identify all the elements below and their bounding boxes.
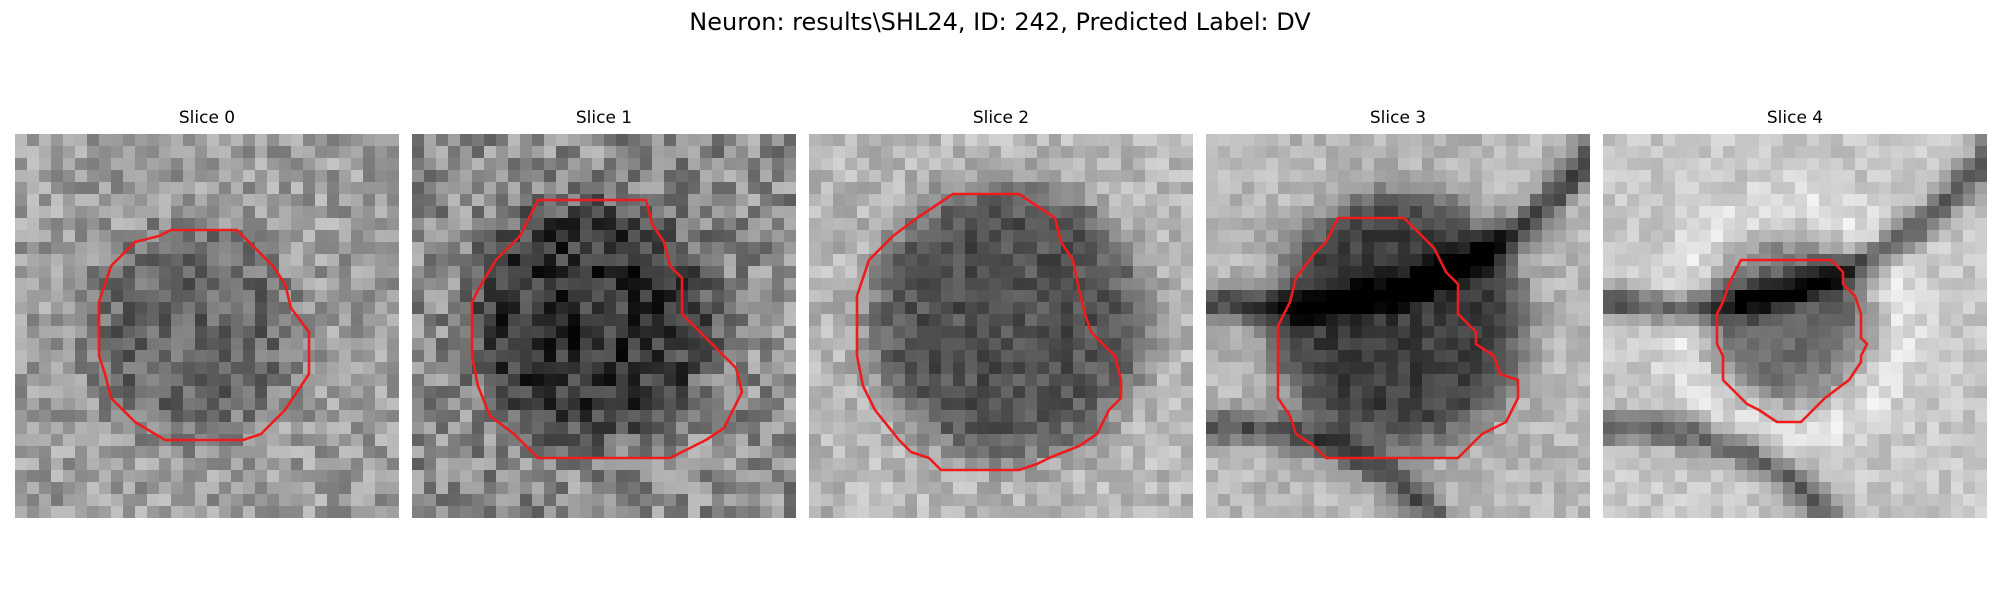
slice-title-1: Slice 1 xyxy=(575,108,633,128)
roi-contour-2 xyxy=(855,192,1123,472)
slice-image-2 xyxy=(809,134,1193,518)
slice-image-0 xyxy=(15,134,399,518)
figure-title: Neuron: results\SHL24, ID: 242, Predicte… xyxy=(689,8,1311,36)
roi-contour-3 xyxy=(1276,216,1520,460)
slice-image-1 xyxy=(412,134,796,518)
slice-image-3 xyxy=(1206,134,1590,518)
roi-contour-4 xyxy=(1715,258,1869,424)
roi-contour-0 xyxy=(97,228,311,442)
roi-contour-1 xyxy=(470,198,744,460)
slice-title-0: Slice 0 xyxy=(178,108,236,128)
slice-title-2: Slice 2 xyxy=(972,108,1030,128)
slice-title-3: Slice 3 xyxy=(1369,108,1427,128)
slice-title-4: Slice 4 xyxy=(1766,108,1824,128)
slice-image-4 xyxy=(1603,134,1987,518)
